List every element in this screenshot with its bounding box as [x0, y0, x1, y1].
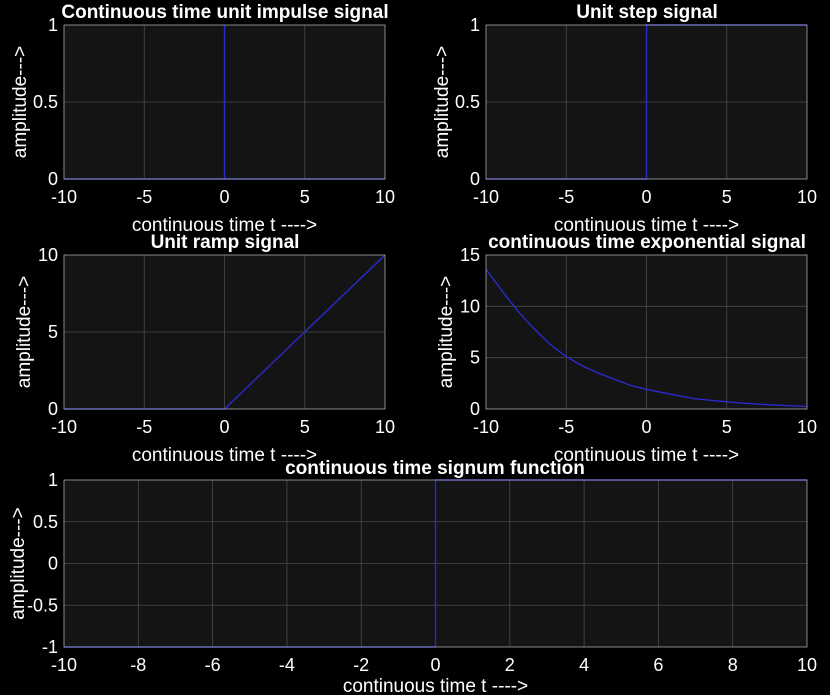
- axes-frame: [485, 254, 808, 410]
- y-axis-label: amplitude--->: [14, 276, 35, 388]
- y-tick-label: 15: [460, 245, 480, 265]
- chart-title: continuous time exponential signal: [488, 232, 806, 253]
- y-tick-label: 0.5: [455, 92, 480, 112]
- axes-frame: [485, 24, 808, 180]
- y-axis-label: amplitude--->: [432, 46, 453, 158]
- x-tick-label: 0: [219, 417, 229, 437]
- x-tick-label: -4: [279, 655, 295, 675]
- subplot-5: -10 -8 -6 -4 -2 0 2 4 6 8 10 -1 -0.5 0 0.5 1 continuous …: [8, 458, 817, 695]
- x-tick-label: -10: [51, 417, 77, 437]
- y-tick-label: 1: [48, 470, 58, 490]
- x-axis-label: continuous time t ---->: [554, 215, 739, 236]
- x-axis-label: continuous time t ---->: [554, 445, 739, 466]
- x-tick-label: 5: [300, 417, 310, 437]
- x-tick-label: -6: [205, 655, 221, 675]
- y-tick-label: 1: [470, 15, 480, 35]
- y-tick-label: -0.5: [27, 595, 58, 615]
- x-tick-label: 4: [579, 655, 589, 675]
- x-tick-label: -5: [558, 417, 574, 437]
- y-tick-label: 0: [48, 169, 58, 189]
- y-tick-label: 0: [470, 169, 480, 189]
- subplot-2: -10 -5 0 5 10 0 0.5 1 Unit step signal continuous…: [432, 2, 817, 236]
- x-tick-label: 0: [641, 417, 651, 437]
- x-tick-label: -5: [136, 187, 152, 207]
- x-tick-label: -2: [353, 655, 369, 675]
- x-tick-label: -5: [558, 187, 574, 207]
- x-tick-label: 10: [797, 655, 817, 675]
- series-line: [485, 268, 808, 408]
- x-tick-label: 10: [797, 417, 817, 437]
- y-tick-label: 5: [48, 322, 58, 342]
- x-tick-label: 5: [300, 187, 310, 207]
- x-tick-label: -10: [51, 655, 77, 675]
- x-tick-label: -10: [51, 187, 77, 207]
- x-tick-label: 10: [797, 187, 817, 207]
- axes-frame: [63, 479, 808, 648]
- axes-frame: [63, 24, 386, 180]
- chart-title: Unit step signal: [576, 2, 717, 23]
- y-tick-label: 0.5: [33, 512, 58, 532]
- x-tick-label: -10: [473, 417, 499, 437]
- y-axis-label: amplitude--->: [8, 507, 29, 619]
- y-tick-label: 1: [48, 15, 58, 35]
- axes-frame: [63, 254, 386, 410]
- x-tick-label: 0: [641, 187, 651, 207]
- y-tick-label: 0.5: [33, 92, 58, 112]
- y-tick-label: 10: [460, 296, 480, 316]
- y-axis-label: amplitude--->: [10, 46, 31, 158]
- x-tick-label: 10: [375, 187, 395, 207]
- subplot-3: -10 -5 0 5 10 0 5 10 Unit ramp signal continuous …: [14, 232, 395, 466]
- subplot-4: -10 -5 0 5 10 0 5 10 15 continuous time exponenti…: [436, 232, 817, 466]
- x-tick-label: 5: [722, 417, 732, 437]
- x-tick-label: 8: [728, 655, 738, 675]
- x-axis-label: continuous time t ---->: [132, 215, 317, 236]
- chart-title: Continuous time unit impulse signal: [61, 2, 388, 23]
- y-axis-label: amplitude--->: [436, 276, 457, 388]
- y-tick-label: -1: [42, 637, 58, 657]
- y-tick-label: 0: [470, 399, 480, 419]
- x-axis-label: continuous time t ---->: [132, 445, 317, 466]
- x-tick-label: 6: [653, 655, 663, 675]
- x-tick-label: -10: [473, 187, 499, 207]
- x-tick-label: 2: [505, 655, 515, 675]
- x-tick-label: -5: [136, 417, 152, 437]
- x-tick-label: 0: [430, 655, 440, 675]
- x-tick-label: -8: [130, 655, 146, 675]
- chart-title: continuous time signum function: [285, 458, 585, 479]
- x-tick-label: 5: [722, 187, 732, 207]
- x-tick-label: 10: [375, 417, 395, 437]
- y-tick-label: 10: [38, 245, 58, 265]
- y-tick-label: 0: [48, 399, 58, 419]
- x-axis-label: continuous time t ---->: [343, 676, 528, 695]
- x-tick-label: 0: [219, 187, 229, 207]
- chart-title: Unit ramp signal: [151, 232, 300, 253]
- y-tick-label: 0: [48, 554, 58, 574]
- y-tick-label: 5: [470, 348, 480, 368]
